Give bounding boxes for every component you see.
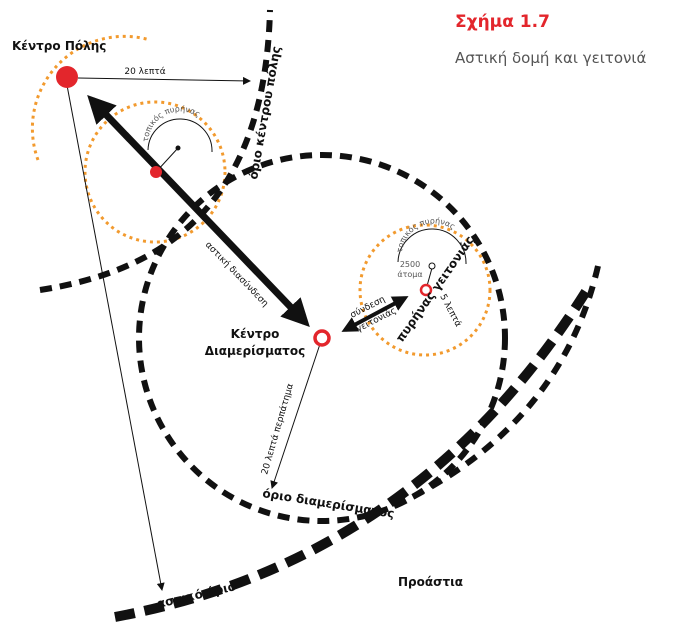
label: αστικό όριο xyxy=(156,579,238,611)
label: άτομα xyxy=(397,270,422,279)
shapes xyxy=(30,9,601,622)
figure-title: Αστική δομή και γειτονιά xyxy=(455,49,646,67)
label: 5 λεπτά xyxy=(437,293,463,329)
label: Κέντρο xyxy=(231,327,280,341)
label: 20 λεπτά περπάτημα xyxy=(260,382,296,475)
label: 20 λεπτά xyxy=(124,67,165,77)
label: Κέντρο Πόλης xyxy=(12,39,106,53)
label: τοπικός πυρήνας xyxy=(141,104,202,142)
figure-number: Σχήμα 1.7 xyxy=(455,12,550,32)
label: τοπικός πυρήνας xyxy=(395,216,457,253)
label: πυρήνας γειτονιάς xyxy=(393,233,477,344)
label: Διαμερίσματος xyxy=(205,344,305,358)
label: 2500 xyxy=(400,260,420,269)
label: Προάστια xyxy=(398,575,463,589)
label: τοπικός πυρήνας xyxy=(141,104,202,142)
label: τοπικός πυρήνας xyxy=(395,216,457,253)
